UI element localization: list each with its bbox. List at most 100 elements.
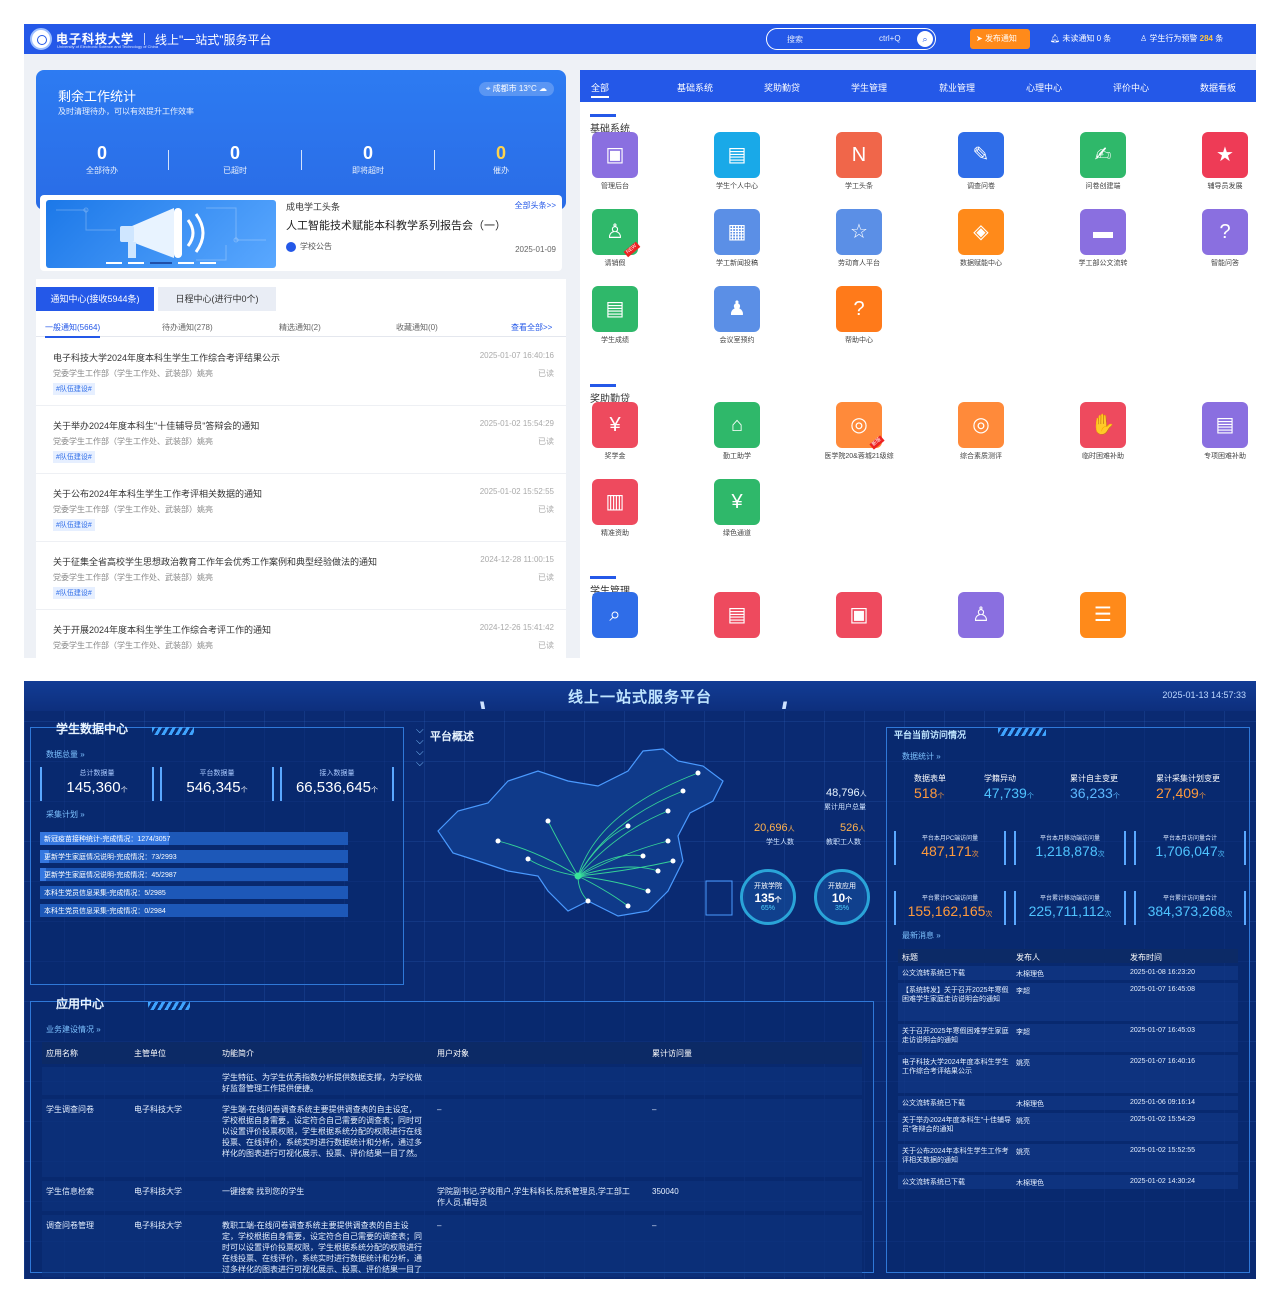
total-users-value: 48,796人 <box>826 787 867 799</box>
notice-tag[interactable]: #队伍建设# <box>53 383 95 395</box>
app-tile[interactable]: ▦ 学工新闻投稿 <box>692 209 782 268</box>
notice-tag[interactable]: #队伍建设# <box>53 451 95 463</box>
unread-notices[interactable]: 🔔︎ 未读通知 0 条 <box>1050 33 1111 44</box>
app-tile[interactable]: ▤ 专项困难补助 <box>1180 402 1256 461</box>
subtab-general[interactable]: 一般通知(5664) <box>45 322 101 338</box>
app-tile[interactable]: ? 智能问答 <box>1180 209 1256 268</box>
app-icon: ▥ <box>592 479 638 525</box>
app-tile[interactable]: ♙ <box>936 592 1026 638</box>
app-tile[interactable]: ✋ 临时困难补助 <box>1058 402 1148 461</box>
app-tile[interactable]: ▤ <box>692 592 782 638</box>
news-row[interactable]: 关于召开2025年寒假困难学生家庭走访说明会的通知 李超 2025-01-07 16… <box>898 1024 1238 1052</box>
subtab-featured[interactable]: 精选通知(2) <box>279 323 321 332</box>
stat-due-soon[interactable]: 0 即将超时 <box>302 143 434 176</box>
tab-aid[interactable]: 奖助勤贷 <box>764 83 801 93</box>
news-row[interactable]: 公文流转系统已下载 木棉理色 2025-01-02 14:30:24 <box>898 1175 1238 1189</box>
app-tile[interactable]: ▬ 学工部公文流转 <box>1058 209 1148 268</box>
app-tile[interactable]: ▥ 精准资助 <box>570 479 660 538</box>
pv-unit: 次 <box>1217 851 1225 858</box>
notice-tag[interactable]: #队伍建设# <box>53 519 95 531</box>
notice-item[interactable]: 关于征集全省高校学生思想政治教育工作年会优秀工作案例和典型经验做法的通知 202… <box>36 543 566 610</box>
publish-notice-button[interactable]: ➤ 发布通知 <box>970 29 1030 49</box>
notice-title: 关于开展2024年度本科生学生工作综合考评工作的通知 <box>53 625 272 635</box>
news-row[interactable]: 关于举办2024年度本科生"十佳辅导员"答辩会的通知 姚亮 2025-01-02 1… <box>898 1113 1238 1141</box>
app-tile[interactable]: ? 帮助中心 <box>814 286 904 345</box>
notice-title: 关于征集全省高校学生思想政治教育工作年会优秀工作案例和典型经验做法的通知 <box>53 557 378 567</box>
app-tile[interactable]: ✍ 问卷创建端 <box>1058 132 1148 191</box>
news-title: 【系统转发】关于召开2025年寒假困难学生家庭走访说明会的通知 <box>902 987 1009 1003</box>
table-row[interactable]: 学生特征、为学生优秀指数分析提供数据支撑，为学校做好监督管理工作提供便捷。 <box>42 1067 862 1095</box>
app-tile[interactable]: ⌕ <box>570 592 660 638</box>
tab-dashboard[interactable]: 数据看板 <box>1200 83 1237 93</box>
app-tile[interactable]: ◎ 新版 医学院20&蓉城21级综 <box>814 402 904 461</box>
behavior-warning[interactable]: ♙ 学生行为预警 284 条 <box>1140 33 1223 44</box>
app-label: 帮助中心 <box>845 337 873 344</box>
headline-title[interactable]: 人工智能技术赋能本科教学系列报告会（一） <box>286 220 506 232</box>
app-tile[interactable]: ♟ 会议室预约 <box>692 286 782 345</box>
app-tile[interactable]: ✎ 调查问卷 <box>936 132 1026 191</box>
school-name: 电子科技大学 <box>56 32 135 46</box>
pv-label: 平台本月访问量合计 <box>1162 836 1217 842</box>
search-icon[interactable]: ⌕ <box>917 31 933 47</box>
tab-evaluation[interactable]: 评价中心 <box>1113 83 1150 93</box>
app-tile[interactable]: ▤ 学生个人中心 <box>692 132 782 191</box>
overview-title: 平台概述 <box>430 731 474 743</box>
warning-label: 学生行为预警 <box>1149 34 1198 43</box>
app-tile[interactable]: ¥ 绿色通道 <box>692 479 782 538</box>
news-row[interactable]: 关于公布2024年本科生学生工作考评相关数据的通知 姚亮 2025-01-02 15… <box>898 1144 1238 1172</box>
app-icon: ⌂ <box>714 402 760 448</box>
view-all-link[interactable]: 查看全部>> <box>511 323 553 332</box>
app-tile[interactable]: ◎ 综合素质测评 <box>936 402 1026 461</box>
staff-value: 526人 <box>840 822 865 834</box>
notice-org: 党委学生工作部（学生工作处、武装部）姚亮 <box>53 437 213 446</box>
app-tile[interactable]: ¥ 奖学金 <box>570 402 660 461</box>
news-row[interactable]: 电子科技大学2024年度本科生学生工作综合考评结果公示 姚亮 2025-01-07 … <box>898 1055 1238 1093</box>
publish-label: 发布通知 <box>984 34 1017 43</box>
app-tile[interactable]: N 学工头条 <box>814 132 904 191</box>
notice-item[interactable]: 关于举办2024年度本科生"十佳辅导员"答辩会的通知 2025-01-02 15… <box>36 407 566 474</box>
table-row[interactable]: 学生调查问卷 电子科技大学 学生端-在线问卷调查系统主要提供调查表的自主设定，学校根… <box>42 1099 862 1177</box>
tab-schedule-center[interactable]: 日程中心(进行中0个) <box>158 287 276 311</box>
app-tile[interactable]: ☰ <box>1058 592 1148 638</box>
app-tile[interactable]: ★ 辅导员发展 <box>1180 132 1256 191</box>
school-logo-icon <box>286 241 296 252</box>
notice-item[interactable]: 关于开展2024年度本科生学生工作综合考评工作的通知 2024-12-26 15… <box>36 611 566 658</box>
app-tile[interactable]: ▤ 学生成绩 <box>570 286 660 345</box>
stat-overdue[interactable]: 0 已超时 <box>169 143 301 176</box>
megaphone-banner-image[interactable] <box>46 200 276 268</box>
app-tile[interactable]: ◈ 数据赋能中心 <box>936 209 1026 268</box>
app-tile[interactable]: ♙ NEW 请销假 <box>570 209 660 268</box>
app-tile[interactable]: ▣ <box>814 592 904 638</box>
china-map-icon <box>437 748 733 917</box>
news-row[interactable]: 公文流转系统已下载 木棉理色 2025-01-08 16:23:20 <box>898 966 1238 980</box>
tab-notice-center[interactable]: 通知中心(接收5944条) <box>36 287 154 311</box>
notice-date: 2024-12-28 11:00:15 <box>480 555 554 564</box>
tab-basic-systems[interactable]: 基础系统 <box>677 83 714 93</box>
news-row[interactable]: 公文流转系统已下载 木棉理色 2025-01-06 09:16:14 <box>898 1096 1238 1110</box>
notice-date: 2025-01-02 15:54:29 <box>479 419 554 428</box>
stat-all-todo[interactable]: 0 全部待办 <box>36 143 168 176</box>
notice-item[interactable]: 电子科技大学2024年度本科生学生工作综合考评结果公示 2025-01-07 1… <box>36 339 566 406</box>
app-tile[interactable]: ☆ 劳动育人平台 <box>814 209 904 268</box>
tab-employment[interactable]: 就业管理 <box>939 83 976 93</box>
table-row[interactable]: 调查问卷管理 电子科技大学 教职工端-在线问卷调查系统主要提供调查表的自主设定，学校… <box>42 1215 862 1277</box>
box-label: 接入数据量 <box>319 770 355 777</box>
news-row[interactable]: 【系统转发】关于召开2025年寒假困难学生家庭走访说明会的通知 李超 2025-01… <box>898 983 1238 1021</box>
app-desc: 学生端-在线问卷调查系统主要提供调查表的自主设定，学校根据自身需要，设定符合自己… <box>222 1105 422 1158</box>
subtab-todo[interactable]: 待办通知(278) <box>162 323 213 332</box>
app-label: 问卷创建端 <box>1085 183 1121 190</box>
app-tile[interactable]: ⌂ 勤工助学 <box>692 402 782 461</box>
all-headlines-link[interactable]: 全部头条>> <box>514 201 556 210</box>
notice-item[interactable]: 关于公布2024年本科生学生工作考评相关数据的通知 2025-01-02 15:… <box>36 475 566 542</box>
tab-all[interactable]: 全部 <box>591 81 610 98</box>
search-input[interactable]: 搜索 ctrl+Q ⌕ <box>766 28 936 50</box>
notice-tag[interactable]: #队伍建设# <box>53 587 95 599</box>
school-logo-icon[interactable] <box>30 28 52 50</box>
stat-urge[interactable]: 0 催办 <box>435 143 567 176</box>
tab-psychology[interactable]: 心理中心 <box>1026 83 1063 93</box>
subtab-favorite[interactable]: 收藏通知(0) <box>396 323 438 332</box>
app-tile[interactable]: ▣ 管理后台 <box>570 132 660 191</box>
stat-number: 27,409 <box>1156 785 1199 801</box>
table-row[interactable]: 学生信息检索 电子科技大学 一键搜索 找到您的学生 学院副书记,学校用户,学生科科长,… <box>42 1181 862 1211</box>
tab-student-mgmt[interactable]: 学生管理 <box>851 83 888 93</box>
